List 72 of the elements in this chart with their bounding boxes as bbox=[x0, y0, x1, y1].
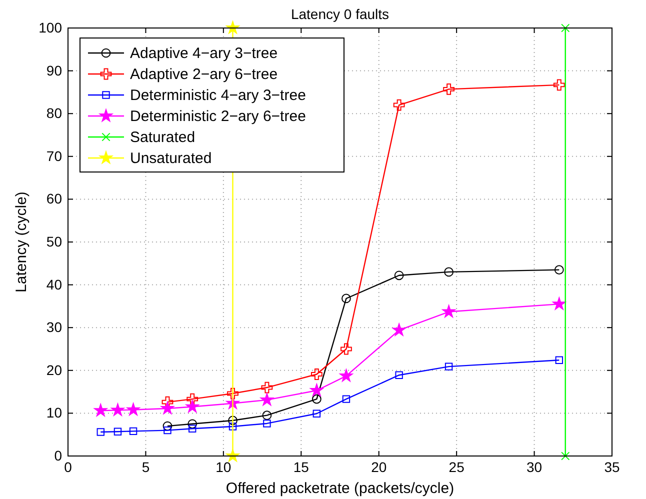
point bbox=[310, 368, 322, 380]
point bbox=[442, 304, 456, 318]
point bbox=[342, 395, 350, 403]
y-tick-label: 30 bbox=[46, 319, 62, 336]
point bbox=[443, 84, 454, 95]
point bbox=[228, 416, 238, 426]
y-axis-title: Latency (cycle) bbox=[13, 192, 30, 292]
x-tick-label: 35 bbox=[604, 458, 620, 475]
point bbox=[96, 428, 104, 436]
x-tick-label: 30 bbox=[526, 458, 542, 475]
point bbox=[342, 294, 351, 304]
point bbox=[555, 356, 564, 364]
point bbox=[394, 270, 404, 280]
x-tick-label: 10 bbox=[216, 458, 232, 475]
legend-label: Unsaturated bbox=[130, 150, 212, 167]
point bbox=[312, 394, 322, 404]
point bbox=[164, 426, 172, 434]
point bbox=[94, 404, 108, 416]
legend-label: Deterministic 2−ary 6−tree bbox=[130, 108, 306, 125]
point bbox=[186, 400, 199, 412]
point bbox=[444, 362, 453, 370]
point bbox=[160, 402, 174, 414]
x-tick-label: 0 bbox=[64, 458, 72, 475]
point bbox=[114, 428, 122, 436]
y-tick-label: 70 bbox=[46, 148, 62, 164]
y-tick-label: 90 bbox=[46, 62, 62, 78]
legend-label: Deterministic 4−ary 3−tree bbox=[130, 87, 306, 104]
point bbox=[395, 371, 403, 379]
x-tick-label: 25 bbox=[448, 458, 465, 475]
point bbox=[188, 419, 198, 429]
y-tick-label: 50 bbox=[46, 233, 62, 250]
point bbox=[188, 424, 196, 432]
point bbox=[552, 297, 566, 310]
point bbox=[226, 21, 240, 34]
point bbox=[260, 393, 274, 406]
x-tick-label: 5 bbox=[142, 458, 150, 475]
y-tick-label: 60 bbox=[46, 190, 62, 207]
legend-label: Adaptive 2−ary 6−tree bbox=[130, 66, 278, 83]
y-tick-label: 20 bbox=[46, 362, 62, 378]
point bbox=[392, 323, 406, 336]
point bbox=[340, 343, 352, 355]
point bbox=[340, 369, 353, 382]
y-tick-label: 0 bbox=[54, 447, 62, 464]
point bbox=[162, 421, 172, 431]
point bbox=[310, 384, 324, 396]
x-axis-title: Offered packetrate (packets/cycle) bbox=[226, 480, 454, 497]
point bbox=[227, 388, 238, 400]
point bbox=[129, 427, 138, 436]
y-tick-label: 10 bbox=[46, 404, 62, 421]
point bbox=[226, 449, 240, 462]
legend-label: Saturated bbox=[130, 129, 196, 146]
x-tick-label: 15 bbox=[293, 458, 310, 475]
y-tick-label: 80 bbox=[46, 105, 62, 122]
point bbox=[444, 267, 454, 277]
point bbox=[561, 452, 570, 460]
point bbox=[393, 99, 405, 111]
x-tick-label: 20 bbox=[371, 458, 387, 475]
point bbox=[262, 410, 272, 420]
y-tick-label: 40 bbox=[46, 276, 62, 292]
chart-title: Latency 0 faults bbox=[290, 6, 390, 22]
point bbox=[312, 410, 321, 418]
y-tick-label: 100 bbox=[38, 19, 62, 36]
legend-label: Adaptive 4−ary 3−tree bbox=[130, 45, 278, 62]
point bbox=[111, 403, 124, 416]
point bbox=[553, 79, 565, 91]
point bbox=[261, 382, 273, 394]
point bbox=[186, 393, 198, 405]
point bbox=[561, 24, 570, 32]
point bbox=[554, 265, 564, 274]
point bbox=[228, 422, 237, 430]
point bbox=[126, 402, 140, 416]
point bbox=[263, 420, 271, 428]
